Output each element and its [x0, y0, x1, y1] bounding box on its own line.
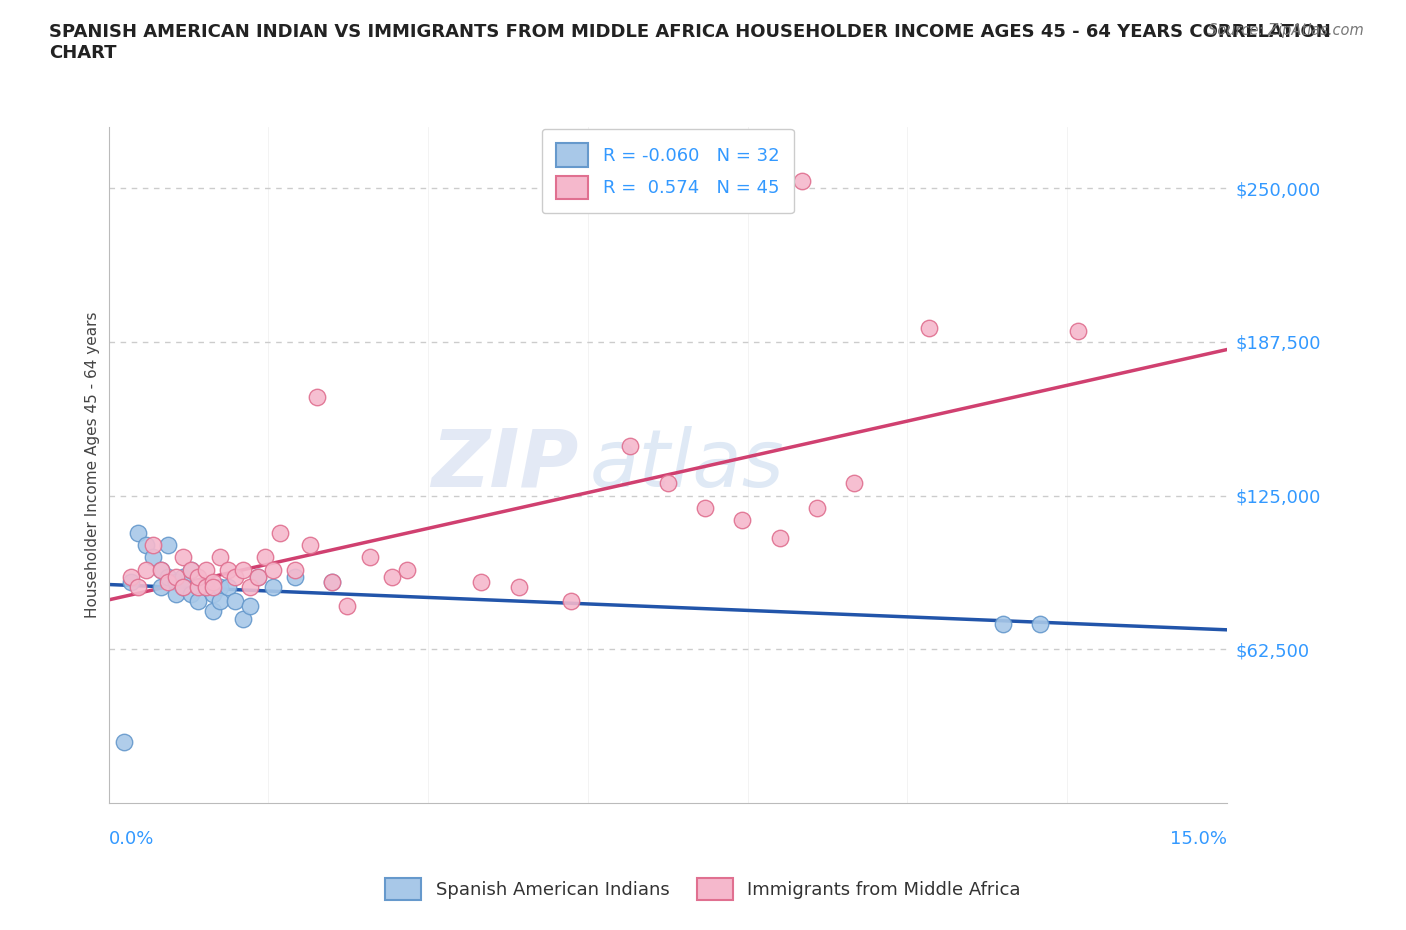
Y-axis label: Householder Income Ages 45 - 64 years: Householder Income Ages 45 - 64 years: [86, 312, 100, 618]
Legend: Spanish American Indians, Immigrants from Middle Africa: Spanish American Indians, Immigrants fro…: [378, 870, 1028, 907]
Text: atlas: atlas: [589, 426, 785, 504]
Point: [224, 569, 246, 584]
Point: [508, 579, 530, 594]
Point: [693, 500, 716, 515]
Point: [217, 579, 239, 594]
Legend: R = -0.060   N = 32, R =  0.574   N = 45: R = -0.060 N = 32, R = 0.574 N = 45: [541, 129, 794, 213]
Point: [127, 579, 149, 594]
Point: [142, 550, 165, 565]
Point: [149, 579, 172, 594]
Point: [470, 575, 492, 590]
Point: [194, 562, 217, 577]
Point: [254, 550, 277, 565]
Point: [112, 735, 135, 750]
Point: [127, 525, 149, 540]
Point: [381, 569, 404, 584]
Text: 0.0%: 0.0%: [108, 830, 155, 848]
Point: [180, 587, 202, 602]
Point: [187, 594, 209, 609]
Point: [157, 575, 180, 590]
Point: [731, 512, 754, 527]
Point: [172, 579, 194, 594]
Point: [262, 579, 284, 594]
Point: [298, 538, 321, 552]
Point: [149, 562, 172, 577]
Point: [165, 575, 187, 590]
Point: [918, 321, 941, 336]
Point: [180, 562, 202, 577]
Point: [172, 550, 194, 565]
Point: [142, 538, 165, 552]
Text: ZIP: ZIP: [430, 426, 578, 504]
Point: [359, 550, 381, 565]
Point: [224, 594, 246, 609]
Point: [120, 569, 142, 584]
Point: [842, 476, 865, 491]
Point: [217, 562, 239, 577]
Point: [560, 594, 582, 609]
Point: [180, 562, 202, 577]
Point: [194, 579, 217, 594]
Point: [157, 538, 180, 552]
Point: [209, 594, 232, 609]
Point: [269, 525, 291, 540]
Point: [172, 569, 194, 584]
Point: [232, 562, 254, 577]
Point: [321, 575, 343, 590]
Point: [209, 579, 232, 594]
Point: [993, 617, 1015, 631]
Point: [165, 587, 187, 602]
Point: [336, 599, 359, 614]
Point: [262, 562, 284, 577]
Point: [239, 599, 262, 614]
Point: [120, 575, 142, 590]
Point: [806, 500, 828, 515]
Point: [157, 569, 180, 584]
Point: [321, 575, 343, 590]
Text: Source: ZipAtlas.com: Source: ZipAtlas.com: [1208, 23, 1364, 38]
Point: [246, 569, 269, 584]
Point: [135, 562, 157, 577]
Point: [187, 579, 209, 594]
Point: [395, 562, 418, 577]
Point: [232, 611, 254, 626]
Point: [284, 569, 307, 584]
Point: [172, 579, 194, 594]
Point: [1067, 324, 1090, 339]
Point: [768, 530, 790, 545]
Point: [209, 550, 232, 565]
Point: [165, 569, 187, 584]
Text: 15.0%: 15.0%: [1170, 830, 1227, 848]
Point: [246, 569, 269, 584]
Point: [149, 562, 172, 577]
Point: [790, 173, 813, 188]
Text: SPANISH AMERICAN INDIAN VS IMMIGRANTS FROM MIDDLE AFRICA HOUSEHOLDER INCOME AGES: SPANISH AMERICAN INDIAN VS IMMIGRANTS FR…: [49, 23, 1331, 62]
Point: [201, 604, 224, 618]
Point: [284, 562, 307, 577]
Point: [187, 569, 209, 584]
Point: [201, 587, 224, 602]
Point: [1029, 617, 1052, 631]
Point: [201, 575, 224, 590]
Point: [187, 579, 209, 594]
Point: [657, 476, 679, 491]
Point: [619, 439, 641, 454]
Point: [135, 538, 157, 552]
Point: [194, 579, 217, 594]
Point: [307, 390, 329, 405]
Point: [239, 579, 262, 594]
Point: [201, 579, 224, 594]
